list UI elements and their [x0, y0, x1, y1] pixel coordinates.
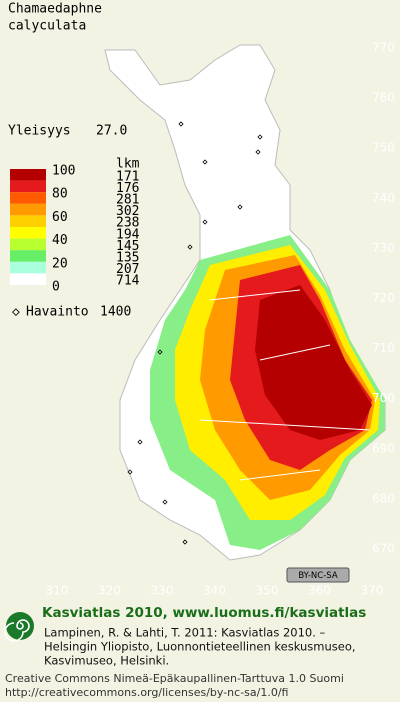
legend-swatch: [10, 215, 46, 227]
y-tick-label: 680: [372, 491, 395, 505]
frequency-label: Yleisyys: [8, 124, 71, 139]
license-line: http://creativecommons.org/licenses/by-n…: [5, 686, 288, 699]
legend-level: 0: [52, 280, 60, 295]
legend-swatch: [10, 261, 46, 274]
legend-swatch: [10, 192, 46, 204]
y-tick-label: 740: [372, 191, 395, 205]
count-header: lkm: [116, 157, 140, 172]
map-ticks: 770 760 750 740 730 720 710 700 690 680 670 310 320 3…: [46, 41, 395, 598]
y-tick-label: 690: [372, 441, 395, 455]
license-line: Creative Commons Nimeä-Epäkaupallinen-Ta…: [5, 672, 344, 685]
legend-level: 80: [52, 187, 68, 202]
observation-label: Havainto: [26, 305, 89, 320]
legend-count: 714: [116, 274, 140, 289]
legend-count: 176: [116, 181, 139, 196]
legend-swatch: [10, 273, 46, 285]
y-tick-label: 750: [372, 141, 395, 155]
x-tick-label: 320: [98, 584, 121, 598]
observation-symbol: ◇: [12, 305, 20, 320]
y-tick-label: 720: [372, 291, 395, 305]
observation-count: 1400: [100, 305, 131, 320]
region-borders: [199, 289, 371, 481]
license-badge[interactable]: [286, 567, 350, 583]
legend-count: 171: [116, 169, 139, 184]
citation-line: Helsingin Yliopisto, Luonnontieteellinen…: [44, 640, 356, 654]
legend-swatch: [10, 250, 46, 262]
legend-swatch: [10, 180, 46, 193]
legend-level: 40: [52, 233, 68, 248]
legend-swatch: [10, 238, 46, 251]
legend-count: 281: [116, 193, 139, 208]
citation-line: Kasvimuseo, Helsinki.: [44, 654, 169, 668]
legend-count: 194: [116, 227, 140, 242]
species-name: calyculata: [8, 19, 86, 34]
legend-level: 100: [52, 164, 75, 179]
legend-swatch: [10, 227, 46, 239]
y-tick-label: 670: [372, 542, 395, 556]
x-tick-label: 340: [203, 584, 226, 598]
legend-count: 135: [116, 251, 139, 266]
frequency-value: 27.0: [96, 124, 127, 139]
x-tick-label: 330: [151, 584, 174, 598]
legend-level: 60: [52, 210, 68, 225]
citation-line: Lampinen, R. & Lahti, T. 2011: Kasviatla…: [44, 626, 326, 640]
x-tick-label: 350: [256, 584, 279, 598]
legend-count: 302: [116, 204, 139, 219]
y-tick-label: 770: [372, 41, 395, 55]
species-name: Chamaedaphne: [8, 2, 102, 17]
x-tick-label: 310: [46, 584, 69, 598]
y-tick-label: 710: [372, 341, 395, 355]
observation-markers: [127, 121, 263, 545]
y-tick-label: 730: [372, 241, 395, 255]
legend-swatch: [10, 169, 46, 181]
map: [104, 44, 386, 561]
footer-title: Kasviatlas 2010, www.luomus.fi/kasviatla…: [42, 605, 366, 621]
legend-count: 207: [116, 262, 139, 277]
legend-level: 20: [52, 256, 68, 271]
legend-swatch: [10, 203, 46, 216]
y-tick-label: 760: [372, 91, 395, 105]
x-tick-label: 360: [308, 584, 331, 598]
y-tick-label: 700: [372, 391, 395, 405]
license-badge-text[interactable]: BY-NC-SA: [298, 571, 338, 581]
zone-darkred: [255, 285, 372, 440]
x-tick-label: 370: [361, 584, 384, 598]
logo: [4, 612, 34, 642]
legend-count: 238: [116, 216, 139, 231]
legend-count: 145: [116, 239, 139, 254]
